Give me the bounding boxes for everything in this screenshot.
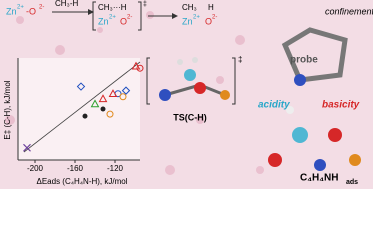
trend-line bbox=[23, 61, 141, 153]
point bbox=[106, 110, 114, 118]
adsorbate-sub: ads bbox=[346, 179, 358, 186]
ts-label: TS(C-H) bbox=[173, 112, 207, 122]
x-tick-label: -160 bbox=[67, 164, 84, 173]
graphical-abstract: Zn 2+ -O 2- CH₃-H CH₃···H Zn 2+ O 2- ‡ C… bbox=[0, 0, 373, 189]
o: -O bbox=[26, 6, 36, 16]
point bbox=[108, 89, 118, 97]
probe: probe bbox=[290, 55, 318, 66]
x-axis-label: ΔEads (C₄H₄N-H), kJ/mol bbox=[37, 177, 128, 186]
product-h: H bbox=[208, 3, 214, 12]
reagent: CH₃-H bbox=[55, 0, 78, 8]
point bbox=[82, 113, 88, 119]
point bbox=[136, 64, 144, 72]
charge: 2+ bbox=[109, 15, 116, 21]
ts-mark: ‡ bbox=[238, 55, 242, 64]
y-axis-label: E‡ (C-H), kJ/mol bbox=[3, 80, 12, 139]
ts-mark: ‡ bbox=[143, 1, 147, 8]
arrowhead bbox=[88, 9, 94, 15]
point bbox=[98, 94, 108, 103]
arrowhead bbox=[172, 13, 178, 19]
charge: 2+ bbox=[193, 15, 200, 21]
point bbox=[76, 82, 86, 91]
point bbox=[23, 143, 31, 152]
zn: Zn bbox=[182, 16, 193, 26]
scheme: Zn 2+ -O 2- CH₃-H CH₃···H Zn 2+ O 2- ‡ C… bbox=[6, 0, 217, 31]
confinement: confinement bbox=[325, 6, 373, 16]
brackets bbox=[146, 57, 236, 105]
charge: 2- bbox=[212, 15, 217, 21]
o: O bbox=[120, 16, 127, 26]
point bbox=[119, 93, 127, 101]
plot: E‡ (C-H), kJ/mol ΔEads (C₄H₄N-H), kJ/mol… bbox=[3, 58, 144, 186]
o: O bbox=[205, 16, 212, 26]
brackets bbox=[92, 1, 142, 31]
charge: 2- bbox=[39, 5, 44, 11]
x-tick-label: -200 bbox=[27, 164, 44, 173]
point bbox=[121, 86, 131, 95]
ts-ch3: CH₃···H bbox=[98, 3, 127, 12]
charge: 2+ bbox=[17, 5, 24, 11]
zn: Zn bbox=[6, 6, 17, 16]
point bbox=[90, 99, 100, 108]
basicity: basicity bbox=[322, 100, 360, 111]
point bbox=[100, 106, 106, 112]
adsorbate: C₄H₄NH bbox=[300, 173, 338, 184]
molecule: confinement probe acidity basicity C₄H₄N… bbox=[258, 6, 373, 185]
zn: Zn bbox=[98, 16, 109, 26]
acidity: acidity bbox=[258, 100, 290, 111]
x-tick-label: -120 bbox=[107, 164, 124, 173]
charge: 2- bbox=[127, 15, 132, 21]
ts-structure: ‡ TS(C-H) bbox=[146, 55, 242, 122]
background-pattern bbox=[5, 11, 264, 175]
product-ch3: CH₃ bbox=[182, 3, 197, 12]
